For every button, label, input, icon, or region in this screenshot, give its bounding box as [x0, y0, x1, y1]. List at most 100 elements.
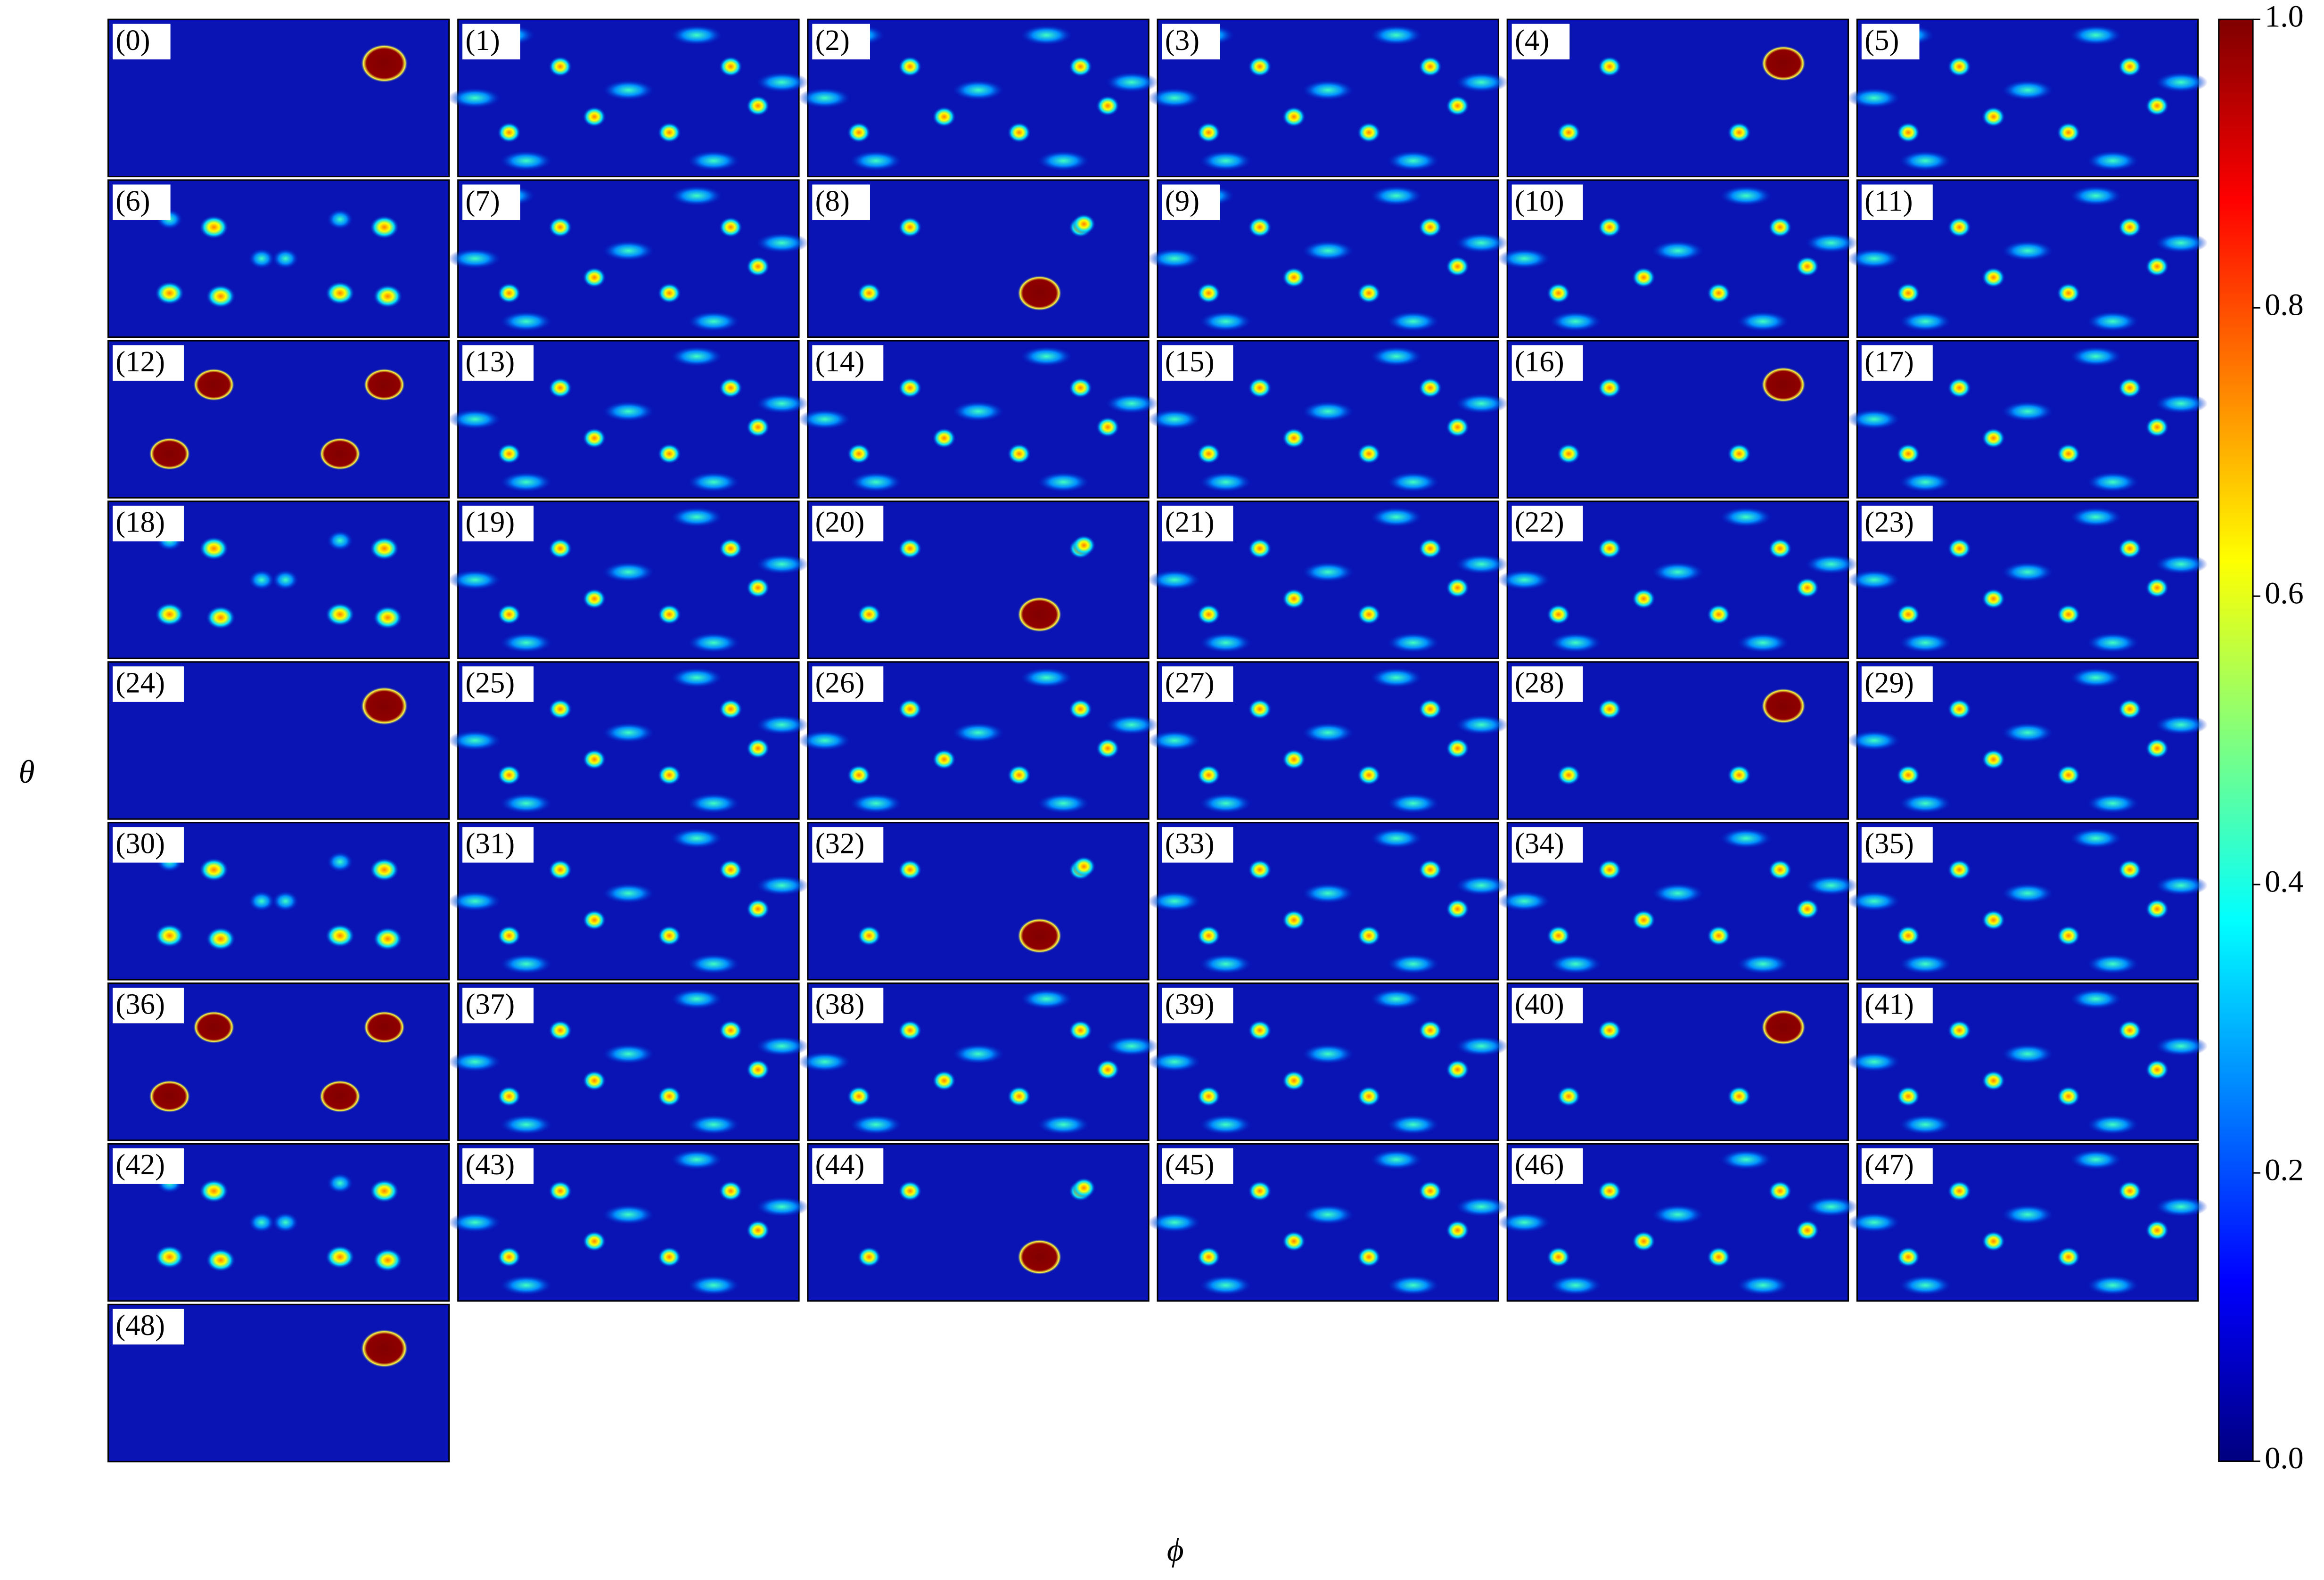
panel: (8): [807, 179, 1150, 338]
panel-label-box: [1162, 506, 1233, 541]
panel-label-box: [1511, 666, 1583, 702]
heat-spot: [1768, 859, 1792, 880]
panel-label-box: [1511, 506, 1583, 541]
panel-label-box: [812, 1148, 884, 1184]
heat-spot: [746, 899, 770, 920]
heat-spot: [2086, 311, 2140, 332]
panel-label-box: [462, 24, 520, 60]
panel-label: (5): [1864, 24, 1899, 57]
heat-spot: [1386, 1114, 1440, 1135]
heat-spot: [1282, 588, 1306, 609]
heat-spot: [1105, 1035, 1158, 1056]
heat-spot: [1981, 106, 2005, 127]
heat-spot: [1301, 883, 1355, 904]
panel-label-box: [113, 666, 184, 702]
panel-label-box: [1861, 827, 1933, 863]
heat-spot: [155, 602, 185, 627]
panel-label: (13): [465, 345, 515, 378]
heat-spot: [687, 311, 740, 332]
panel: (45): [1148, 1143, 1508, 1302]
panel: (26): [798, 661, 1158, 820]
panel: (9): [1148, 179, 1508, 338]
heat-spot: [2069, 667, 2123, 688]
panel: (14): [798, 340, 1158, 499]
heat-spot: [1369, 346, 1423, 367]
panel-label-box: [462, 345, 534, 381]
heat-spot: [1148, 87, 1201, 108]
panel-label-box: [113, 506, 184, 541]
heat-spot: [369, 858, 399, 882]
heat-spot: [373, 284, 403, 308]
heat-spot: [1068, 1020, 1092, 1041]
panel-label-box: [462, 506, 534, 541]
heat-spot: [1445, 95, 1470, 116]
heat-spot: [1981, 1231, 2005, 1252]
panel: (0): [107, 18, 450, 178]
heat-spot: [2145, 1220, 2169, 1241]
heat-spot: [687, 1275, 740, 1296]
heat-spot: [1197, 443, 1221, 465]
heat-spot: [2154, 875, 2208, 896]
heat-spot: [1947, 1180, 1971, 1202]
heat-spot: [2118, 217, 2142, 238]
heat-spot: [1248, 1180, 1272, 1202]
heat-spot: [1197, 122, 1221, 143]
heat-spot: [2069, 1149, 2123, 1170]
heat-spot: [657, 1246, 682, 1268]
panel: (29): [1847, 661, 2208, 820]
heat-spot: [1546, 604, 1570, 625]
heat-spot: [1148, 1051, 1201, 1072]
heat-spot: [2086, 1114, 2140, 1135]
heat-spot: [2069, 507, 2123, 528]
heat-spot: [2056, 283, 2080, 304]
heat-spot: [746, 256, 770, 277]
heat-spot: [1795, 1220, 1819, 1241]
heat-spot: [497, 604, 521, 625]
heat-spot: [1282, 909, 1306, 931]
heat-spot: [1036, 793, 1090, 814]
heat-spot: [1768, 217, 1792, 238]
heat-spot: [857, 283, 881, 304]
heat-spot: [898, 217, 922, 238]
heat-spot: [155, 1245, 185, 1269]
heat-spot: [755, 875, 809, 896]
heat-spot: [272, 248, 299, 269]
heat-spot: [798, 730, 852, 751]
heat-spot: [325, 1245, 355, 1269]
heat-spot: [2154, 72, 2208, 93]
heat-spot: [951, 80, 1005, 101]
heat-spot: [1847, 1212, 1901, 1233]
heat-spot: [657, 604, 682, 625]
panel-label-box: [1511, 184, 1583, 221]
panel: (46): [1497, 1143, 1858, 1302]
heat-spot: [1282, 427, 1306, 449]
heat-spot: [1248, 377, 1272, 399]
heat-spot: [325, 924, 355, 948]
panel-label-box: [113, 184, 171, 221]
panel: (44): [807, 1143, 1150, 1302]
heat-spot: [1598, 538, 1622, 559]
heat-spot: [1445, 899, 1470, 920]
heat-spot: [205, 927, 236, 951]
panel: (2): [798, 18, 1158, 178]
heat-spot: [1947, 698, 1971, 720]
panel-label-box: [1511, 827, 1583, 863]
panel: (32): [807, 822, 1150, 981]
heat-spot: [499, 632, 553, 653]
heat-spot: [1369, 667, 1423, 688]
heat-spot: [1301, 1043, 1355, 1064]
heat-spot: [898, 1180, 922, 1202]
heat-spot: [1497, 569, 1552, 590]
panel-label: (47): [1864, 1148, 1914, 1181]
panel: (24): [107, 661, 450, 820]
panel-label: (7): [465, 184, 500, 217]
heat-spot: [1017, 275, 1062, 311]
panel: (28): [1506, 661, 1849, 820]
heat-spot: [1947, 56, 1971, 77]
heat-spot: [1197, 1086, 1221, 1107]
heat-spot: [448, 891, 502, 912]
panel-label: (33): [1165, 827, 1215, 860]
heat-spot: [719, 217, 743, 238]
heat-spot: [1282, 267, 1306, 288]
heat-spot: [499, 150, 553, 172]
